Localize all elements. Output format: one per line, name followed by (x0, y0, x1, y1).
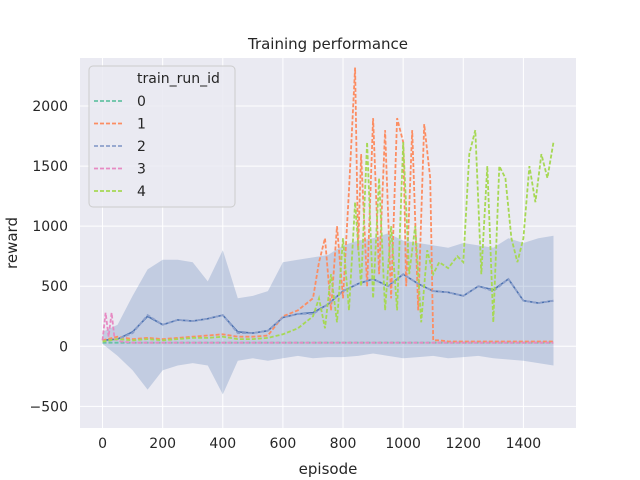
legend-label-3: 3 (137, 162, 146, 178)
series-line-3 (101, 312, 554, 344)
x-tick-label: 1200 (445, 436, 481, 452)
tick-labels: 0 200 400 600 800 1000 1200 1400 −500 0 500 1000 150… (30, 99, 542, 452)
y-tick-label: 1500 (32, 159, 68, 175)
x-tick-label: 1000 (385, 436, 421, 452)
series-line-1 (102, 67, 554, 343)
chart-title: Training performance (247, 35, 408, 53)
x-tick-label: 0 (98, 436, 107, 452)
y-tick-label: 0 (59, 339, 68, 355)
x-tick-label: 600 (270, 436, 297, 452)
x-tick-label: 200 (149, 436, 176, 452)
x-tick-label: 800 (330, 436, 357, 452)
series-line-2 (102, 273, 554, 343)
series-lines (101, 67, 555, 344)
confidence-band (102, 233, 554, 395)
x-axis-label: episode (299, 460, 358, 478)
x-tick-label: 400 (209, 436, 236, 452)
series-line-4 (102, 129, 555, 343)
y-tick-label: 2000 (32, 99, 68, 115)
legend-label-4: 4 (137, 184, 146, 200)
legend: train_run_id 0 1 2 3 4 (88, 65, 236, 208)
y-tick-label: 1000 (32, 219, 68, 235)
legend-label-0: 0 (137, 94, 146, 110)
legend-box (88, 65, 236, 208)
legend-title: train_run_id (137, 71, 220, 87)
band-area (102, 233, 554, 395)
y-tick-label: 500 (41, 279, 68, 295)
y-axis-label: reward (3, 217, 21, 269)
y-tick-label: −500 (30, 399, 68, 415)
legend-label-1: 1 (137, 117, 146, 133)
x-tick-label: 1400 (506, 436, 542, 452)
legend-label-2: 2 (137, 139, 146, 155)
